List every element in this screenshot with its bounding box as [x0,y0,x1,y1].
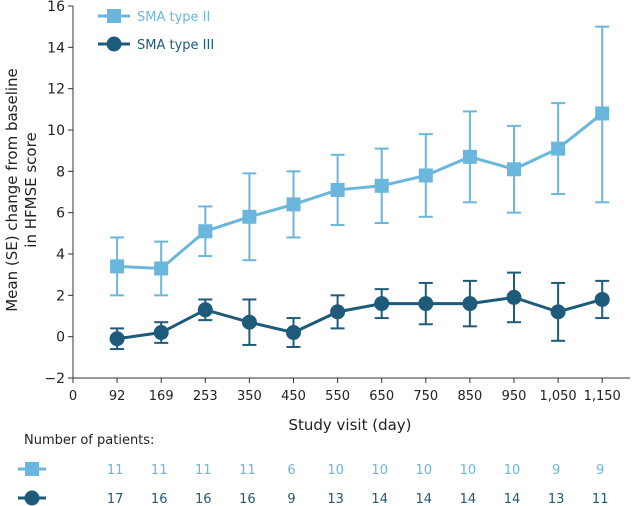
data-point-sma-type-iii [418,296,434,312]
x-tick-label: 450 [281,389,306,404]
data-point-sma-type-iii [109,331,125,347]
y-tick-label: 16 [47,0,65,15]
data-point-sma-type-ii [551,141,566,156]
patients-row-marker [24,490,40,506]
patient-count: 16 [151,492,168,506]
data-point-sma-type-iii [594,291,610,307]
data-point-sma-type-iii [197,302,213,318]
data-point-sma-type-ii [110,259,125,274]
data-point-sma-type-ii [418,168,433,183]
y-tick-label: 10 [47,123,65,139]
patient-count: 16 [239,492,256,506]
x-tick-label: 1,150 [584,389,621,404]
data-point-sma-type-ii [330,182,345,197]
y-tick-label: 2 [56,288,65,304]
patient-count: 11 [107,463,124,478]
x-tick-label: 253 [193,389,218,404]
y-tick-label: −2 [44,371,65,387]
x-tick-label: 750 [413,389,438,404]
legend-marker [107,9,121,23]
x-tick-label: 169 [149,389,174,404]
y-tick-label: 4 [56,247,65,263]
x-axis-label: Study visit (day) [288,416,411,434]
data-point-sma-type-iii [550,304,566,320]
patient-count: 11 [592,492,609,506]
legend-marker [106,36,122,52]
y-axis-label-line: in HFMSE score [22,132,40,247]
patient-count: 10 [371,463,388,478]
patient-count: 16 [195,492,212,506]
data-point-sma-type-iii [374,296,390,312]
y-axis-label-line: Mean (SE) change from baseline [3,68,21,312]
patient-count: 10 [504,463,521,478]
patient-count: 14 [371,492,388,506]
series-line-sma-type-iii [116,295,603,341]
x-tick-label: 550 [325,389,350,404]
x-tick-label: 850 [457,389,482,404]
data-point-sma-type-iii [330,304,346,320]
data-point-sma-type-iii [153,325,169,341]
y-tick-label: 14 [47,40,65,56]
patient-count: 11 [195,463,212,478]
patient-count: 11 [239,463,256,478]
data-point-sma-type-ii [374,178,389,193]
y-tick-label: 12 [47,82,65,98]
x-tick-label: 350 [237,389,262,404]
patient-count: 11 [151,463,168,478]
data-point-sma-type-ii [507,162,521,177]
y-tick-label: 0 [56,330,65,346]
patient-count: 10 [327,463,344,478]
patient-count: 14 [416,492,433,506]
y-tick-label: 8 [56,164,65,180]
patient-count: 14 [460,492,477,506]
series-line-sma-type-ii [117,112,604,270]
data-point-sma-type-ii [286,197,301,212]
data-point-sma-type-ii [198,224,213,239]
data-point-sma-type-ii [154,261,169,276]
data-point-sma-type-iii [241,314,257,330]
patients-row-marker [25,462,39,476]
patient-count: 13 [548,492,565,506]
data-point-sma-type-ii [242,209,257,224]
x-tick-label: 1,050 [539,389,576,404]
patient-count: 9 [287,492,295,506]
patient-count: 10 [416,463,433,478]
data-point-sma-type-iii [462,296,478,312]
data-point-sma-type-iii [286,325,301,341]
x-tick-label: 0 [69,389,77,404]
patient-count: 13 [327,492,344,506]
x-tick-label: 950 [502,389,527,404]
patient-count: 9 [596,463,604,478]
patient-count: 10 [460,463,477,478]
patients-title: Number of patients: [24,433,154,448]
y-tick-label: 6 [56,206,65,222]
data-point-sma-type-iii [506,289,522,305]
x-tick-label: 92 [109,389,126,404]
x-tick-label: 650 [369,389,394,404]
legend-label: SMA type II [137,10,210,25]
y-axis-label: Mean (SE) change from baselinein HFMSE s… [3,68,40,312]
patient-count: 14 [504,492,521,506]
data-point-sma-type-ii [462,149,477,164]
patient-count: 6 [287,463,295,478]
data-point-sma-type-ii [595,106,610,121]
legend-label: SMA type III [137,38,214,53]
patient-count: 9 [552,463,560,478]
patient-count: 17 [107,492,124,506]
